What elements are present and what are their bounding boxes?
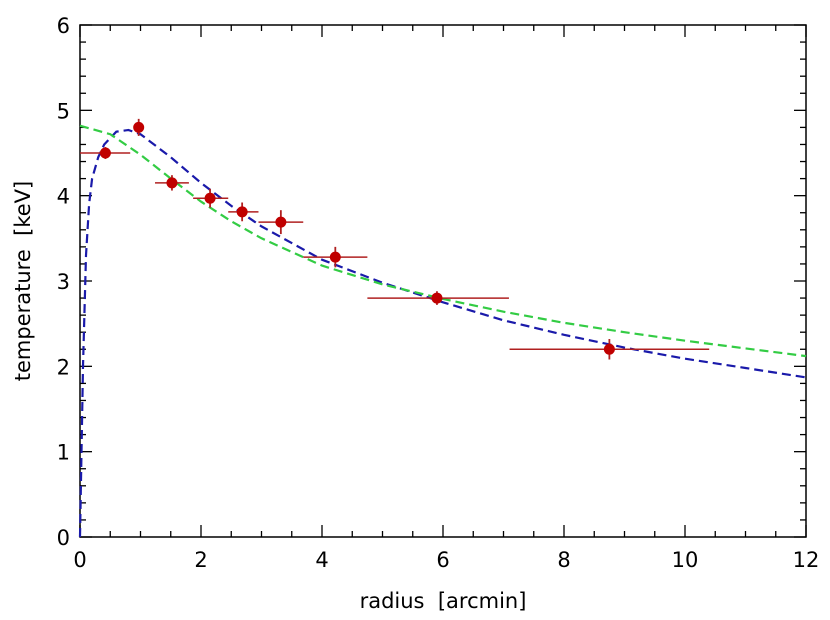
point-marker — [275, 216, 287, 228]
data-point — [193, 188, 229, 208]
data-point — [303, 246, 368, 268]
green-model-curve — [79, 124, 807, 358]
data-point — [509, 339, 710, 360]
y-tick-label: 3 — [57, 270, 70, 294]
y-tick-labels: 0 1 2 3 4 5 6 — [57, 14, 70, 550]
data-point — [133, 118, 145, 136]
model-curves — [78, 124, 807, 538]
x-tick-label: 4 — [315, 548, 328, 572]
x-tick-label: 10 — [672, 548, 699, 572]
plot-frame — [79, 24, 807, 538]
data-points — [80, 118, 710, 360]
x-tick-label: 2 — [194, 548, 207, 572]
point-marker — [99, 147, 111, 159]
point-marker — [236, 206, 248, 218]
y-tick-label: 2 — [57, 355, 70, 379]
y-tick-label: 6 — [57, 14, 70, 38]
point-marker — [603, 343, 615, 355]
data-point — [367, 291, 509, 305]
y-tick-label: 0 — [57, 526, 70, 550]
data-point — [258, 210, 304, 235]
axis-ticks — [79, 24, 807, 538]
x-tick-label: 0 — [73, 548, 86, 572]
x-tick-label: 12 — [793, 548, 820, 572]
point-marker — [329, 251, 341, 263]
point-marker — [431, 292, 443, 304]
point-marker — [204, 192, 216, 204]
data-point — [155, 175, 189, 191]
data-point — [80, 147, 131, 159]
x-axis-title: radius [arcmin] — [360, 589, 527, 613]
y-axis-title: temperature [keV] — [11, 181, 35, 381]
point-marker — [166, 177, 178, 189]
y-tick-label: 5 — [57, 99, 70, 123]
x-tick-label: 8 — [557, 548, 570, 572]
x-tick-label: 6 — [436, 548, 449, 572]
y-tick-label: 1 — [57, 441, 70, 465]
point-marker — [133, 121, 145, 133]
y-tick-label: 4 — [57, 185, 70, 209]
x-tick-labels: 0 2 4 6 8 10 12 — [73, 548, 819, 572]
data-point — [228, 202, 259, 222]
blue-model-curve — [78, 128, 807, 538]
